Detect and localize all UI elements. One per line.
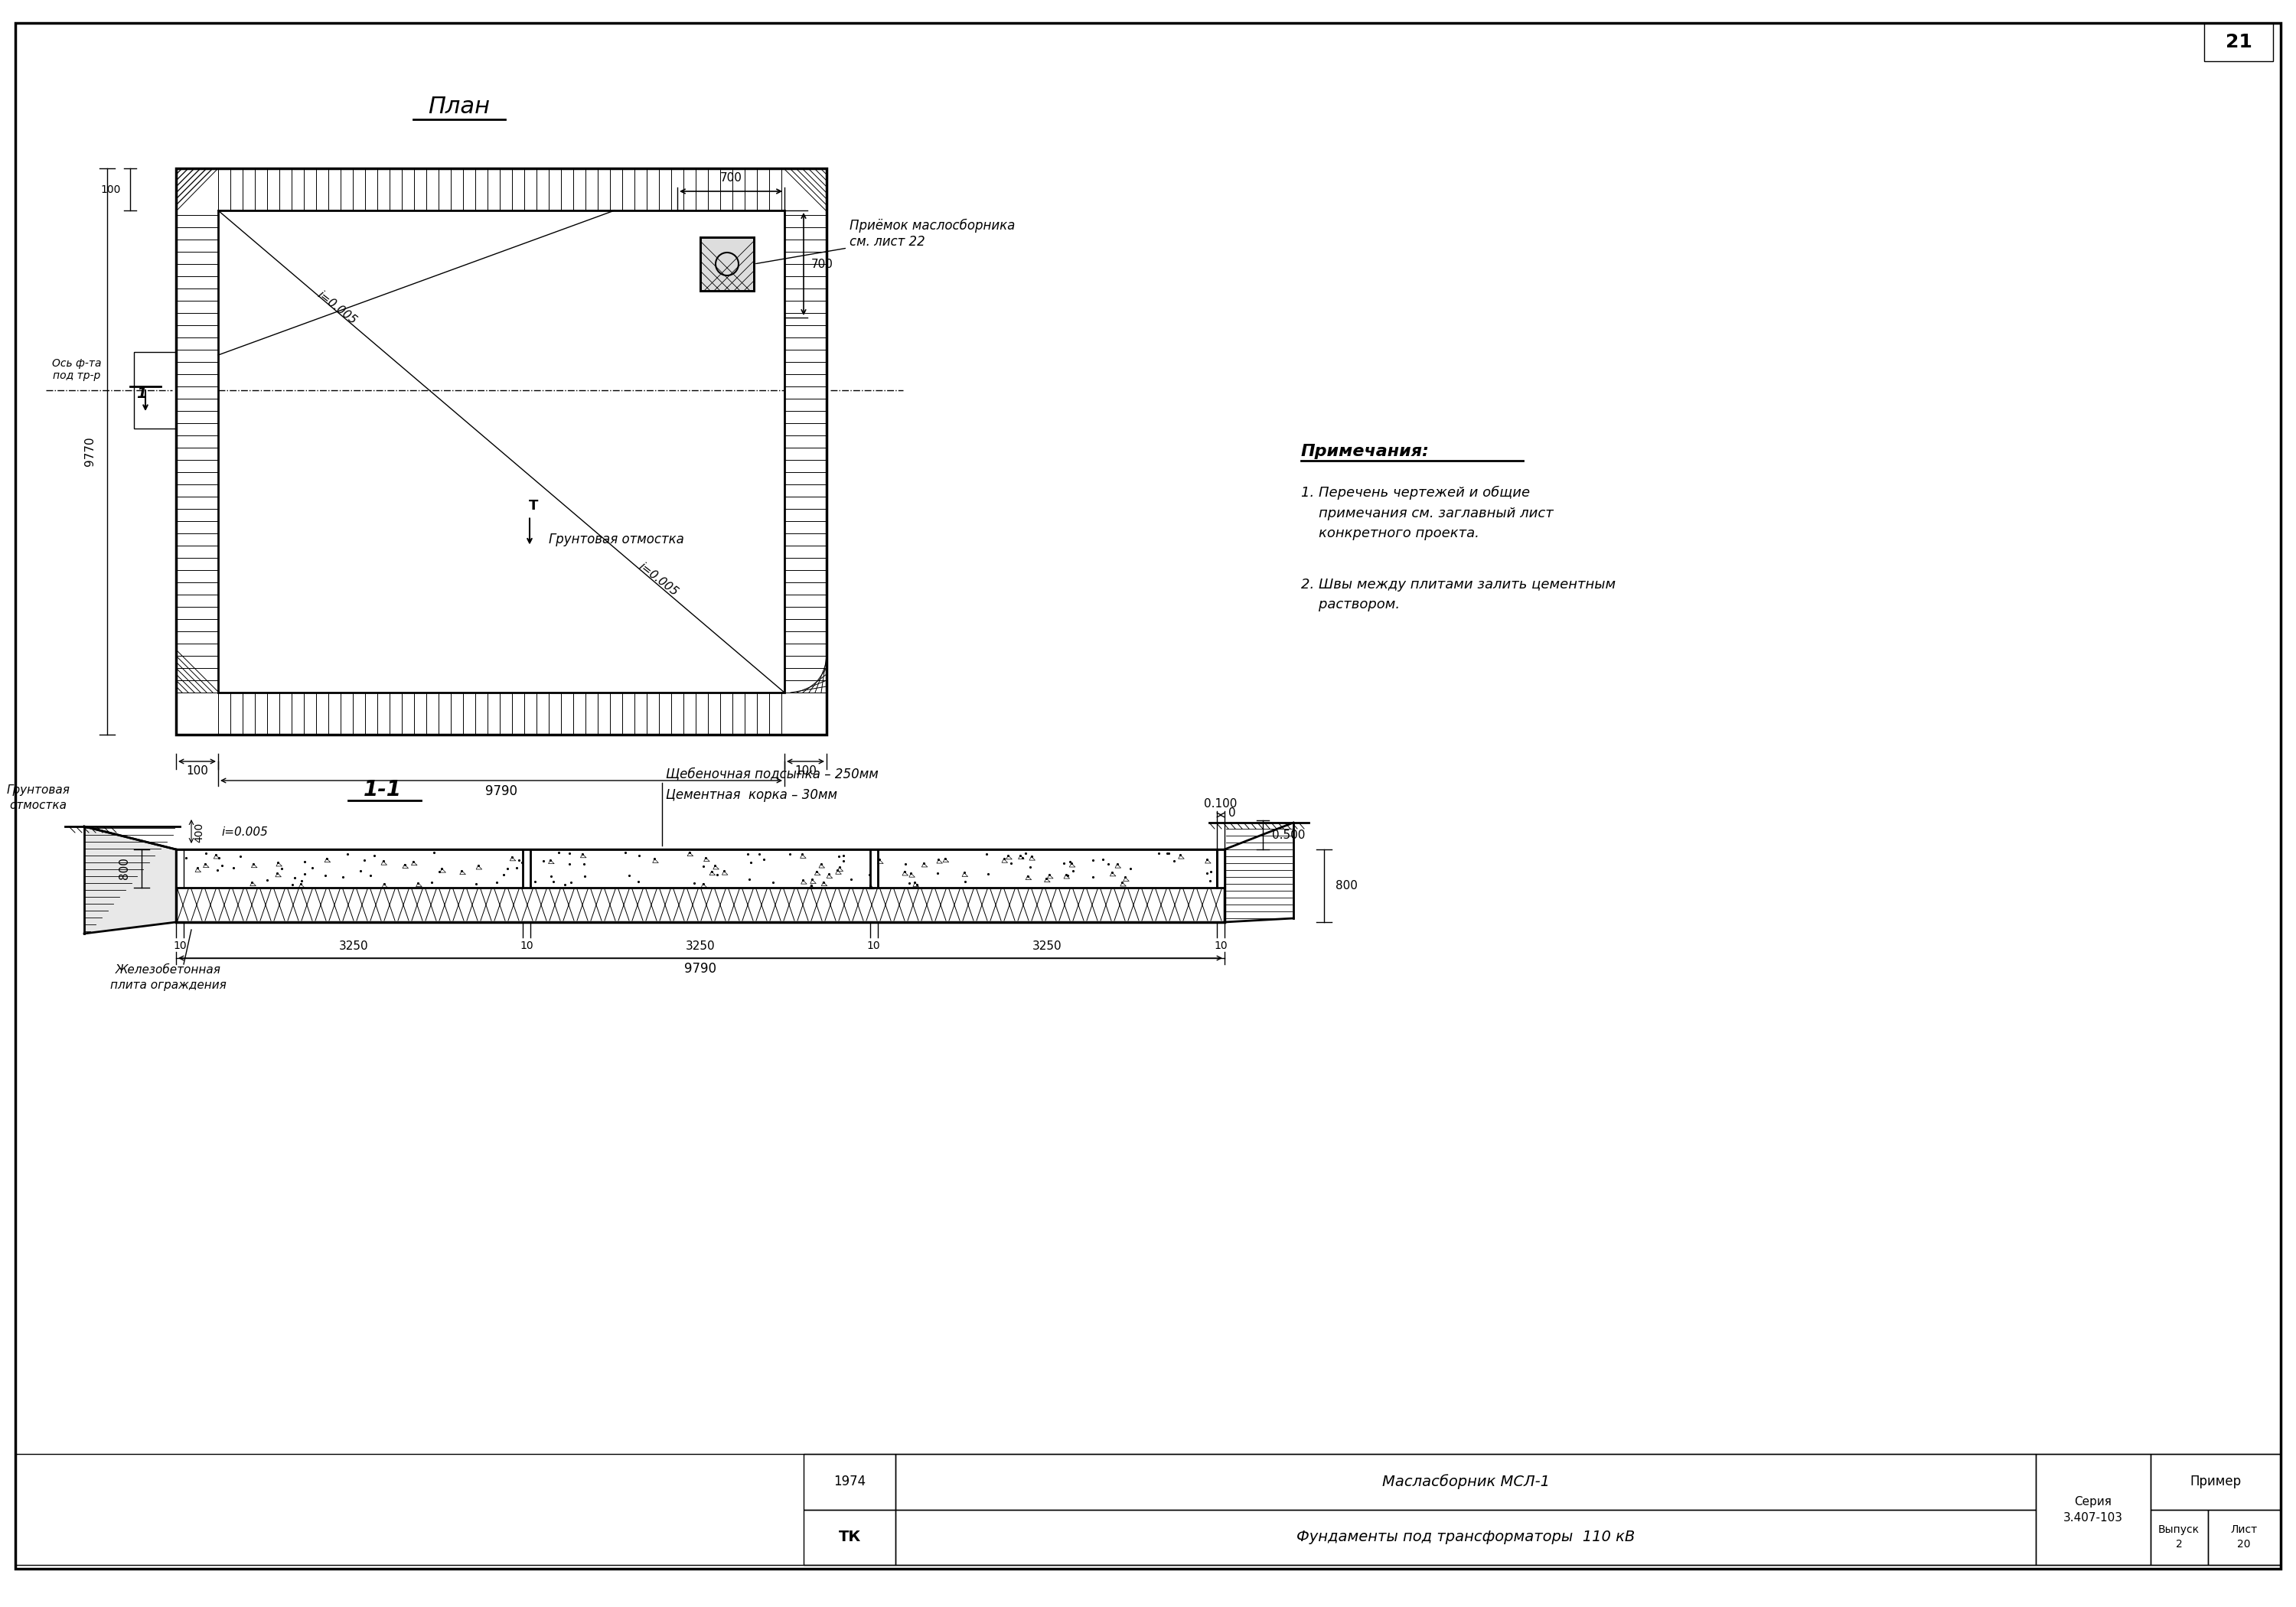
Text: Ось ф-та
под тр-р: Ось ф-та под тр-р [53,358,101,381]
Text: 1: 1 [135,387,147,402]
Bar [700,238,753,291]
Text: 3250: 3250 [687,940,714,951]
Text: 1-1: 1-1 [363,779,402,800]
Bar [895,1454,2037,1509]
Text: 10: 10 [1215,940,1228,951]
Text: Лист
20: Лист 20 [2229,1525,2257,1551]
Text: i=0.005: i=0.005 [315,289,358,326]
Text: 0.500: 0.500 [1272,829,1304,840]
Bar [2204,22,2273,61]
Bar [804,1509,895,1565]
Text: 700: 700 [810,259,833,270]
Text: i=0.005: i=0.005 [223,826,269,837]
Text: Щебеночная подсыпка – 250мм: Щебеночная подсыпка – 250мм [666,767,879,781]
Text: Приёмок маслосборника
см. лист 22: Приёмок маслосборника см. лист 22 [755,219,1015,264]
Text: 21: 21 [2225,32,2252,51]
Text: 3250: 3250 [338,940,367,951]
Text: 0.100: 0.100 [1203,799,1238,810]
Text: 2. Швы между плитами залить цементным
    раствором.: 2. Швы между плитами залить цементным ра… [1302,579,1616,612]
Text: 700: 700 [721,172,742,183]
Text: Пример: Пример [2190,1475,2241,1488]
Text: 800: 800 [1336,881,1357,892]
Text: 0: 0 [1228,807,1235,820]
Bar [2151,1509,2209,1565]
Bar [700,238,753,291]
Bar [804,1454,895,1509]
Text: 9790: 9790 [484,784,517,799]
Bar [16,1454,2280,1565]
Bar [177,850,1224,922]
Text: Грунтовая отмостка: Грунтовая отмостка [549,532,684,546]
Text: 10: 10 [868,940,879,951]
Text: 100: 100 [101,185,122,194]
Text: Серия
3.407-103: Серия 3.407-103 [2064,1496,2124,1523]
Bar [2151,1454,2280,1509]
Bar [895,1509,2037,1565]
Text: 1. Перечень чертежей и общие
    примечания см. заглавный лист
    конкретного п: 1. Перечень чертежей и общие примечания … [1302,485,1554,540]
Text: 100: 100 [186,765,209,776]
Bar [177,850,1224,887]
Bar [133,352,177,429]
Text: 1974: 1974 [833,1475,866,1488]
Text: Масласборник МСЛ-1: Масласборник МСЛ-1 [1382,1474,1550,1490]
Text: 3250: 3250 [1033,940,1063,951]
Text: 100: 100 [794,765,817,776]
Text: 800: 800 [119,858,131,879]
Text: i=0.005: i=0.005 [636,561,680,598]
Text: 9770: 9770 [85,437,96,466]
Bar [2209,1509,2280,1565]
Bar [2037,1454,2151,1565]
Text: Грунтовая
отмостка: Грунтовая отмостка [7,784,69,812]
Text: 9790: 9790 [684,963,716,975]
Text: 10: 10 [521,940,533,951]
Text: T: T [528,498,537,513]
Text: ТК: ТК [838,1530,861,1544]
Text: 10: 10 [172,940,186,951]
Text: Цементная  корка – 30мм: Цементная корка – 30мм [666,787,838,802]
Text: Железобетонная
плита ограждения: Железобетонная плита ограждения [110,964,227,992]
Bar [218,211,785,693]
Polygon shape [85,826,177,934]
Bar [177,169,827,734]
Text: Выпуск
2: Выпуск 2 [2158,1525,2200,1551]
Text: 400: 400 [193,823,204,842]
Text: Примечания:: Примечания: [1302,444,1430,460]
Text: План: План [427,96,491,119]
Text: Фундаменты под трансформаторы  110 кВ: Фундаменты под трансформаторы 110 кВ [1297,1530,1635,1544]
